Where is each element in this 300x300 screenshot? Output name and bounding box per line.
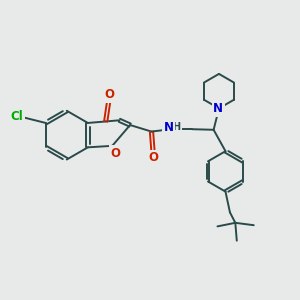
Text: H: H [172, 122, 180, 132]
Text: N: N [213, 103, 224, 116]
Text: O: O [148, 151, 158, 164]
Text: O: O [104, 88, 114, 101]
Text: O: O [110, 147, 120, 160]
Text: Cl: Cl [11, 110, 23, 123]
Text: N: N [164, 121, 173, 134]
